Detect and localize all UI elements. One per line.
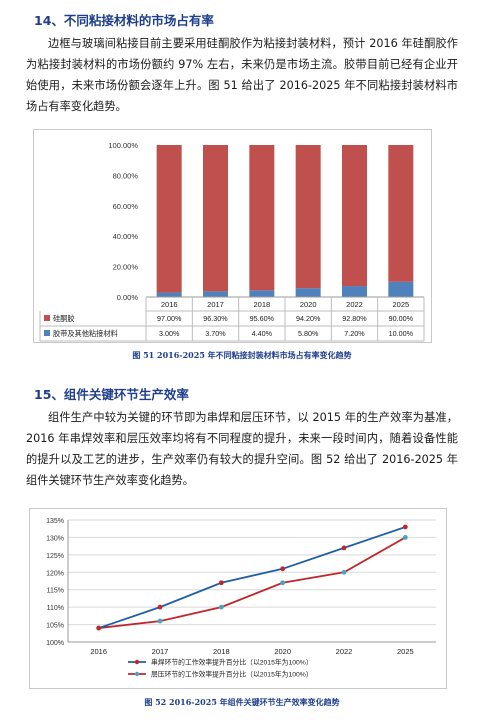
y-tick-label: 125% [46, 553, 64, 560]
data-label: 92.80% [342, 314, 367, 323]
y-tick-label: 20.00% [113, 263, 139, 272]
x-tick-label: 2016 [90, 647, 107, 656]
bar-segment [249, 145, 275, 291]
data-label: 90.00% [389, 314, 414, 323]
bar-segment [203, 145, 228, 292]
figure-52-frame: 100% 105% 110% 115% 120% 125% 130% 135% 2016 2017… [29, 508, 447, 689]
bar-segment [388, 281, 414, 297]
data-label: 97.00% [157, 314, 182, 323]
y-tick-label: 110% [47, 605, 64, 612]
figure-51-caption: 图 51 2016-2025 年不同粘接封装材料市场占有率变化趋势 [132, 350, 352, 360]
bar-segment [156, 145, 182, 293]
y-tick-label: 105% [46, 623, 64, 630]
data-point [218, 580, 224, 586]
data-point [218, 604, 224, 610]
legend-swatch [44, 330, 50, 336]
legend-swatch [44, 315, 50, 321]
x-tick-label: 2025 [397, 647, 414, 656]
x-tick-label: 2016 [161, 300, 178, 309]
data-point [341, 545, 347, 551]
data-label: 4.40% [252, 329, 273, 338]
bar-segment [203, 291, 228, 297]
y-tick-label: 130% [46, 535, 64, 542]
data-label: 94.20% [296, 314, 321, 323]
y-tick-label: 40.00% [113, 232, 139, 241]
figure-51-frame: 0.00% 20.00% 40.00% 60.00% 80.00% 100.00% 2016… [33, 129, 432, 343]
bar-segment [295, 288, 321, 297]
data-label: 5.80% [298, 329, 319, 338]
x-tick-label: 2025 [392, 300, 409, 309]
bar-segment [249, 290, 275, 297]
section-14-heading: 14、不同粘接材料的市场占有率 [34, 13, 214, 28]
data-label: 7.20% [344, 329, 365, 338]
data-point [402, 535, 408, 540]
legend-marker [134, 671, 140, 677]
x-tick-label: 2017 [207, 300, 224, 309]
x-tick-label: 2020 [274, 647, 291, 656]
y-tick-label: 135% [46, 518, 64, 525]
x-tick-label: 2017 [152, 647, 169, 656]
y-tick-label: 100.00% [108, 141, 138, 150]
legend-label: 层压环节的工作效率提升百分比（以2015年为100%） [151, 670, 313, 679]
y-tick-label: 115% [47, 588, 64, 595]
x-tick-label: 2018 [253, 300, 270, 309]
series-line [98, 536, 406, 629]
section-14-paragraph: 边框与玻璃间粘接目前主要采用硅酮胶作为粘接封装材料，预计 2016 年硅酮胶作为… [26, 37, 458, 113]
bar-segment [388, 145, 414, 282]
y-tick-label: 0.00% [117, 293, 139, 302]
x-tick-label: 2022 [336, 647, 353, 656]
x-tick-label: 2022 [346, 300, 363, 309]
section-15-heading: 15、组件关键环节生产效率 [34, 387, 189, 402]
y-tick-label: 100% [46, 640, 64, 647]
legend-label: 硅酮胶 [53, 314, 75, 323]
figure-52-caption: 图 52 2016-2025 年组件关键环节生产效率变化趋势 [144, 697, 340, 707]
data-point [402, 524, 408, 530]
data-label: 3.00% [159, 329, 180, 338]
y-tick-label: 60.00% [113, 202, 139, 211]
bar-segment [342, 145, 367, 287]
data-point [280, 566, 286, 572]
data-label: 96.30% [203, 314, 228, 323]
data-label: 10.00% [389, 329, 414, 338]
legend-label: 串焊环节的工作效率提升百分比（以2015年为100%） [151, 658, 313, 667]
bar-segment [156, 292, 182, 297]
stacked-bar-chart: 0.00% 20.00% 40.00% 60.00% 80.00% 100.00% 2016… [39, 141, 425, 342]
series-line [98, 526, 406, 629]
data-point [341, 569, 347, 575]
data-point [157, 604, 163, 610]
data-point [280, 580, 286, 586]
legend-label: 胶带及其他粘接材料 [53, 329, 118, 338]
data-label: 3.70% [205, 329, 226, 338]
y-tick-label: 120% [46, 570, 64, 577]
section-15-paragraph: 组件生产中较为关键的环节即为串焊和层压环节，以 2015 年的生产效率为基准，2… [26, 411, 458, 487]
x-tick-label: 2018 [213, 647, 230, 656]
bar-segment [342, 286, 367, 297]
legend-marker [134, 659, 140, 665]
y-tick-label: 80.00% [113, 171, 139, 180]
data-point [96, 625, 102, 631]
data-point [157, 618, 163, 624]
x-tick-label: 2020 [300, 300, 317, 309]
bar-segment [295, 145, 321, 289]
line-chart: 100% 105% 110% 115% 120% 125% 130% 135% 2016 2017… [46, 518, 436, 679]
data-label: 95.60% [250, 314, 275, 323]
